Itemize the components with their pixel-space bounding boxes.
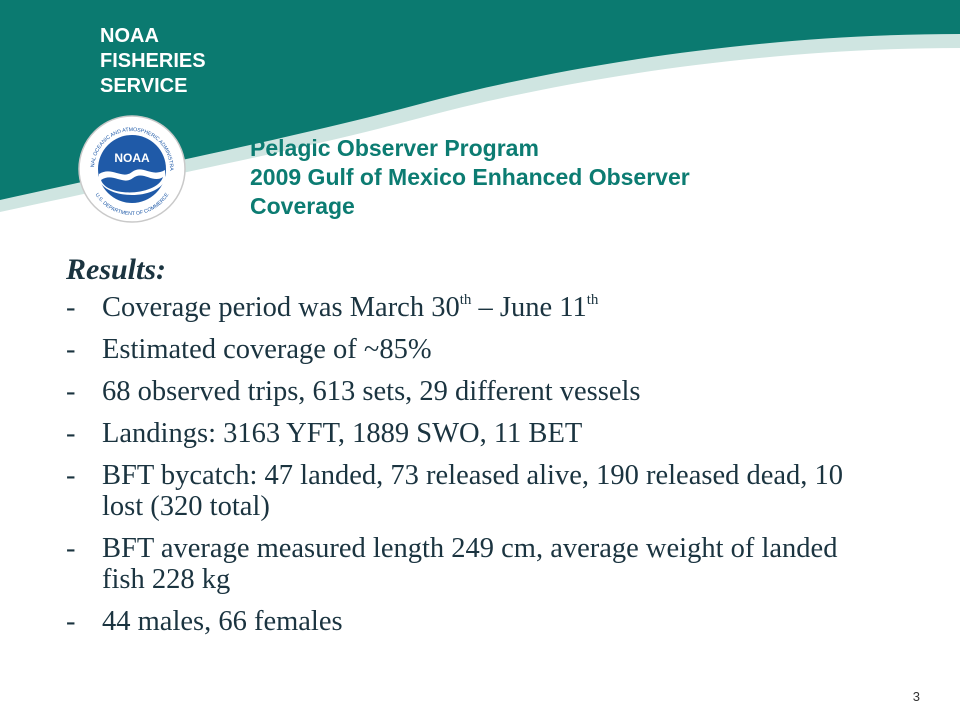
agency-wordmark: NOAA FISHERIES SERVICE	[100, 24, 206, 99]
bullet-text-part: Landings: 3163 YFT, 1889 SWO, 11 BET	[102, 418, 583, 449]
slide-title: Pelagic Observer Program 2009 Gulf of Me…	[250, 134, 890, 221]
bullet-text: Coverage period was March 30th – June 11…	[102, 292, 886, 323]
bullet-dash: -	[66, 376, 76, 407]
bullet-text-part: – June 11	[471, 292, 587, 323]
title-line-3: Coverage	[250, 193, 355, 219]
page-number: 3	[912, 689, 920, 704]
wordmark-line-3: SERVICE	[100, 75, 188, 97]
header-wave-background	[0, 0, 960, 212]
bullet-text-part: Coverage period was March 30	[102, 292, 460, 323]
results-bullet-list: - Coverage period was March 30th – June 1…	[66, 292, 886, 637]
noaa-seal-logo: NOAA NATIONAL OCEANIC AND ATMOSPHERIC AD…	[77, 114, 186, 223]
result-bullet: -44 males, 66 females	[66, 606, 886, 637]
bullet-dash: -	[66, 606, 76, 637]
results-heading: Results:	[66, 253, 167, 286]
result-bullet: - Coverage period was March 30th – June 1…	[66, 292, 886, 323]
ordinal-suffix: th	[459, 292, 472, 308]
result-bullet: - BFT average measured length 249 cm, ave…	[66, 533, 886, 595]
bullet-dash: -	[66, 334, 76, 365]
seal-center-text: NOAA	[114, 151, 150, 165]
bullet-text-part: Estimated coverage of ~85%	[102, 334, 432, 365]
bullet-dash: -	[66, 292, 76, 323]
result-bullet: - Estimated coverage of ~85%	[66, 334, 886, 365]
bullet-text-part: BFT bycatch: 47 landed, 73 released aliv…	[102, 460, 844, 522]
title-line-1: Pelagic Observer Program	[250, 135, 539, 161]
ordinal-suffix: th	[586, 292, 599, 308]
wordmark-line-2: FISHERIES	[100, 50, 206, 72]
bullet-text-part: BFT average measured length 249 cm, aver…	[102, 533, 838, 595]
bullet-dash: -	[66, 533, 76, 564]
result-bullet: -68 observed trips, 613 sets, 29 differe…	[66, 376, 886, 407]
bullet-dash: -	[66, 460, 76, 491]
bullet-text: Estimated coverage of ~85%	[102, 334, 886, 365]
result-bullet: - BFT bycatch: 47 landed, 73 released ali…	[66, 460, 886, 522]
wordmark-line-1: NOAA	[100, 25, 159, 47]
bullet-text-part: 44 males, 66 females	[102, 606, 343, 637]
title-line-2: 2009 Gulf of Mexico Enhanced Observer	[250, 164, 690, 190]
bullet-text: 68 observed trips, 613 sets, 29 differen…	[102, 376, 886, 407]
bullet-text: Landings: 3163 YFT, 1889 SWO, 11 BET	[102, 418, 886, 449]
bullet-text: BFT bycatch: 47 landed, 73 released aliv…	[102, 460, 886, 522]
header-wave-dark	[0, 0, 960, 200]
bullet-text: 44 males, 66 females	[102, 606, 886, 637]
result-bullet: - Landings: 3163 YFT, 1889 SWO, 11 BET	[66, 418, 886, 449]
bullet-text: BFT average measured length 249 cm, aver…	[102, 533, 886, 595]
results-content: Results: - Coverage period was March 30th…	[66, 252, 886, 648]
bullet-dash: -	[66, 418, 76, 449]
bullet-text-part: 68 observed trips, 613 sets, 29 differen…	[102, 376, 641, 407]
